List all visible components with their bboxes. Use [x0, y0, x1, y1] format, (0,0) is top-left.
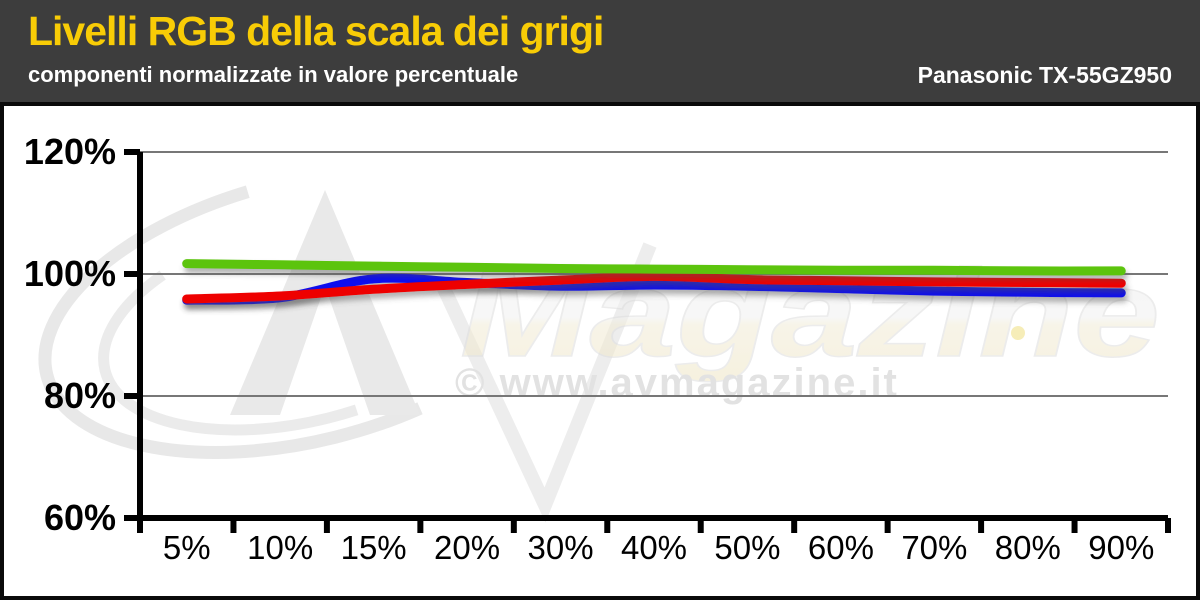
- x-tick-label: 90%: [1088, 529, 1154, 566]
- y-tick-label: 80%: [44, 375, 116, 416]
- axes: [124, 149, 1171, 533]
- x-tick-label: 60%: [808, 529, 874, 566]
- avmagazine-logo-icon: Magazine: [38, 163, 1161, 523]
- device-model-label: Panasonic TX-55GZ950: [917, 62, 1172, 88]
- x-tick-label: 80%: [995, 529, 1061, 566]
- y-tick-label: 60%: [44, 497, 116, 538]
- x-tick-label: 50%: [714, 529, 780, 566]
- chart-container: Magazine © www.avmagazine.it 60% 80% 100% 1…: [0, 102, 1200, 600]
- rgb-levels-chart: Magazine © www.avmagazine.it 60% 80% 100% 1…: [24, 131, 1171, 566]
- x-tick-label: 15%: [341, 529, 407, 566]
- series-red-line: [182, 271, 1126, 304]
- x-tick-label: 40%: [621, 529, 687, 566]
- page-title: Livelli RGB della scala dei grigi: [28, 8, 604, 54]
- watermark-copyright-text: © www.avmagazine.it: [455, 361, 899, 405]
- x-tick-label: 5%: [163, 529, 211, 566]
- x-tick-label: 20%: [434, 529, 500, 566]
- x-tick-label: 30%: [528, 529, 594, 566]
- y-tick-label: 100%: [24, 253, 116, 294]
- watermark: Magazine © www.avmagazine.it: [38, 163, 1161, 523]
- y-tick-label: 120%: [24, 131, 116, 172]
- series-green-line: [182, 259, 1126, 276]
- series-lines: [182, 259, 1126, 305]
- header: Livelli RGB della scala dei grigi compon…: [0, 0, 1200, 102]
- axis-labels: 60% 80% 100% 120% 5% 10% 15% 20% 30% 40% 50% 60% 70%…: [24, 131, 1154, 566]
- series-blue-line: [182, 273, 1126, 305]
- x-tick-label: 10%: [247, 529, 313, 566]
- x-tick-label: 70%: [901, 529, 967, 566]
- page-subtitle: componenti normalizzate in valore percen…: [28, 62, 519, 87]
